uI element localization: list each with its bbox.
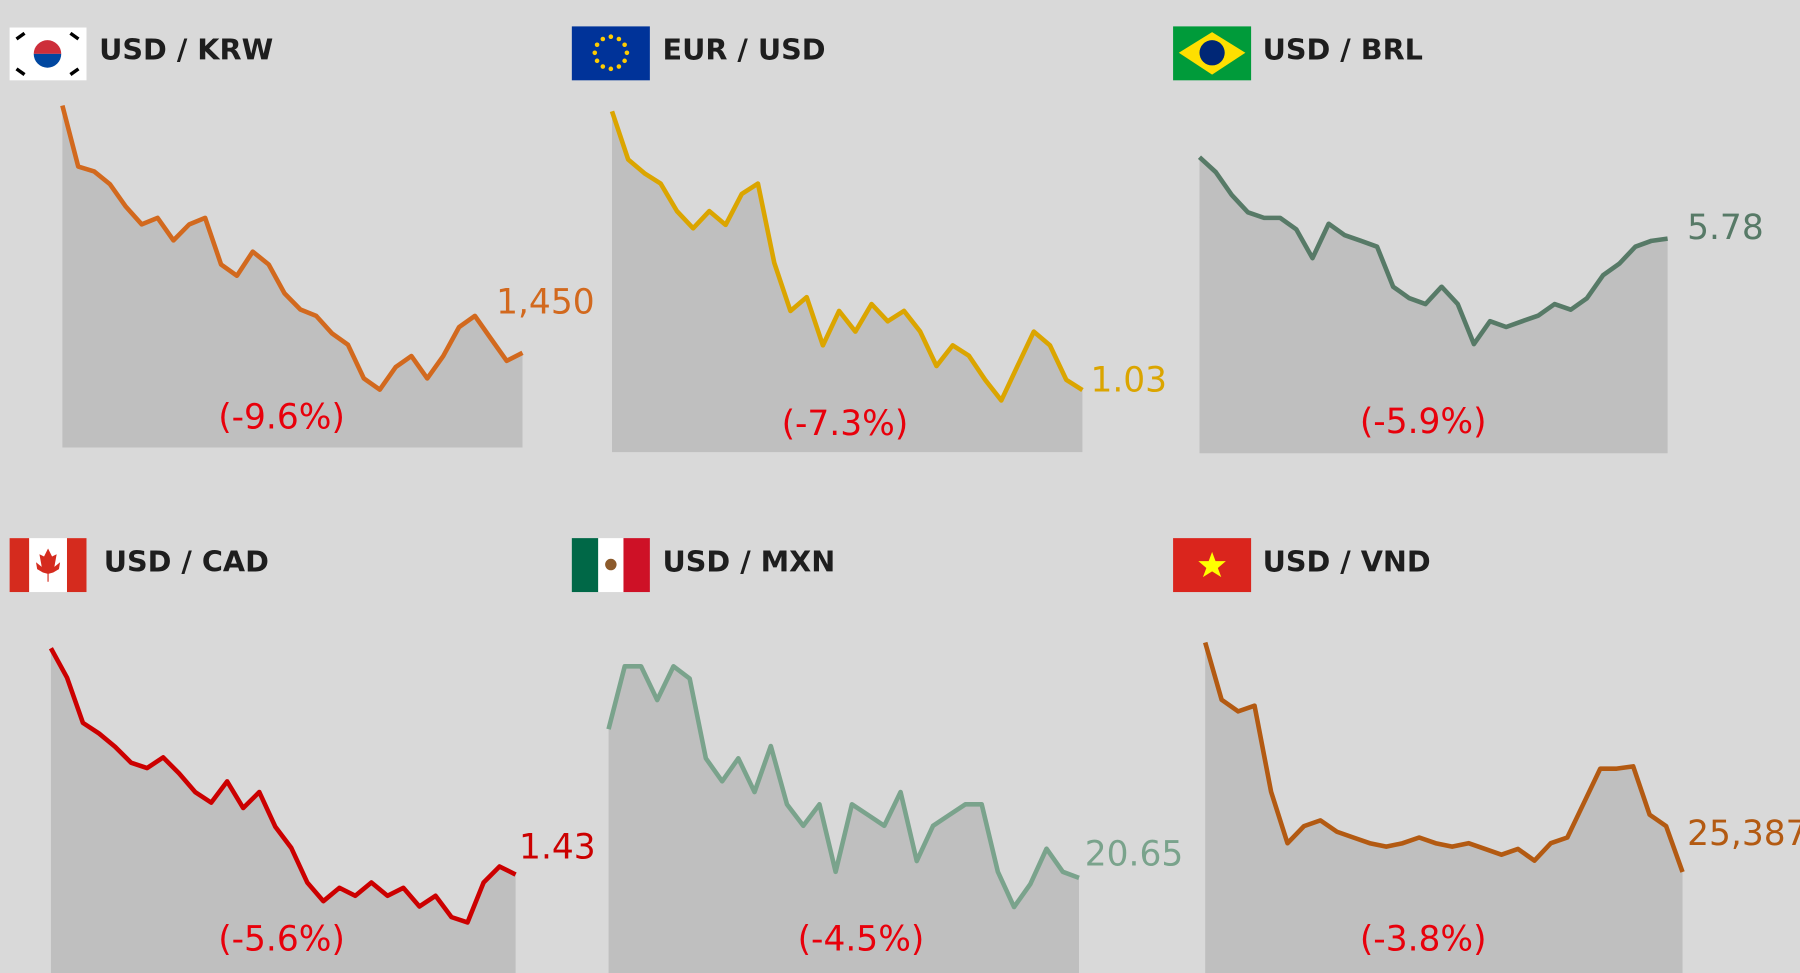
flag-vietnam [1173,538,1252,593]
area [1199,157,1668,454]
chart-title: USD / CAD [104,544,269,578]
value-label: 25,387 [1687,814,1800,854]
flag-brazil [1173,26,1252,81]
change-label: (-3.8%) [1360,919,1487,959]
value-label: 5.78 [1687,208,1764,248]
value-label: 1,450 [496,283,595,323]
line [609,110,1084,403]
value-label: 20.65 [1085,834,1184,874]
area [1205,642,1683,973]
chart-title: USD / MXN [662,544,835,578]
change-label: (-4.5%) [798,919,925,959]
line [1197,155,1668,347]
chart-title: USD / VND [1263,544,1431,578]
flag-korea [9,27,87,81]
line [606,664,1080,910]
area [608,666,1079,973]
value-label: 1.03 [1090,361,1167,401]
chart-title: EUR / USD [662,33,825,67]
line [48,647,517,925]
flag-canada [9,538,87,593]
change-label: (-7.3%) [782,404,909,444]
line [60,104,524,392]
line [1203,641,1685,873]
flag-eu [571,26,650,81]
change-label: (-9.6%) [218,397,345,437]
chart-title: USD / BRL [1263,33,1423,67]
area [62,105,523,448]
change-label: (-5.6%) [218,919,345,959]
change-label: (-5.9%) [1360,402,1487,442]
chart-title: USD / KRW [99,33,273,67]
value-label: 1.43 [519,828,596,868]
area [612,111,1083,453]
flag-mexico [571,538,650,593]
